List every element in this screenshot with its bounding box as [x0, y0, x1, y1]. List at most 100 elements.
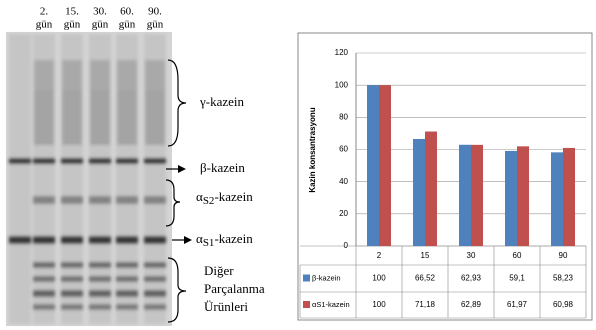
gel-band — [9, 236, 31, 244]
value-label: 66,52 — [415, 274, 436, 283]
text: -kazein — [214, 189, 253, 204]
bar — [367, 85, 379, 247]
greek: α — [196, 189, 203, 204]
legend-label: β-kazein — [312, 273, 341, 282]
gel-smear — [90, 90, 110, 145]
annotations — [165, 59, 187, 323]
lane-unit: gün — [119, 19, 136, 31]
lane-number: 60. — [120, 6, 134, 18]
lane-unit: gün — [36, 19, 53, 31]
gel-band — [89, 276, 111, 282]
gel-band — [144, 262, 166, 268]
value-label: 59,1 — [509, 274, 525, 283]
gel-smear — [117, 60, 137, 90]
gel-band — [116, 262, 138, 268]
gel-smear — [34, 90, 54, 145]
y-tick-label: 100 — [335, 80, 349, 89]
gel-band — [61, 158, 83, 164]
brace — [167, 59, 187, 147]
gel-band — [89, 236, 111, 244]
gel-smear — [145, 90, 165, 145]
gel-band — [61, 304, 83, 310]
arrow-head — [184, 236, 192, 244]
text: -kazein — [214, 231, 253, 246]
greek: α — [196, 231, 203, 246]
gel-band — [144, 236, 166, 244]
gel-band — [116, 196, 138, 204]
band-label: Diğer — [204, 263, 234, 278]
gel-smear — [90, 60, 110, 90]
gel-band — [61, 236, 83, 244]
gel-band — [144, 304, 166, 310]
bar — [413, 139, 425, 246]
value-label: 60,98 — [553, 300, 574, 309]
gel-band — [61, 290, 83, 297]
bar — [551, 152, 563, 246]
lane-unit: gün — [147, 19, 164, 31]
x-tick-label: 30 — [467, 251, 476, 260]
bar — [505, 150, 517, 246]
chart-frame — [297, 32, 593, 321]
bar — [563, 147, 575, 246]
x-tick-label: 90 — [559, 251, 568, 260]
gel-band — [89, 262, 111, 268]
y-tick-label: 120 — [335, 48, 349, 57]
y-tick-label: 20 — [339, 209, 348, 218]
gel-band — [9, 158, 31, 164]
gel-band — [89, 304, 111, 310]
lane-number: 30. — [93, 6, 107, 18]
gel-smear — [62, 60, 82, 90]
gel-band — [89, 290, 111, 297]
value-label: 62,93 — [461, 274, 482, 283]
y-axis-title: Kazin konsantrasyonu — [308, 107, 317, 192]
brace — [165, 179, 181, 227]
gel-smear — [145, 60, 165, 90]
gel-band — [144, 276, 166, 282]
gel-band — [33, 304, 55, 310]
bar — [379, 85, 391, 247]
gel-band — [144, 158, 166, 164]
band-label: Ürünleri — [204, 299, 248, 314]
gel-smear — [34, 60, 54, 90]
sub: S2 — [203, 195, 215, 207]
x-tick-label: 60 — [513, 251, 522, 260]
gel-band — [116, 304, 138, 310]
value-label: 71,18 — [415, 300, 436, 309]
lane-unit: gün — [64, 19, 81, 31]
gel-smear — [62, 90, 82, 145]
x-tick-label: 2 — [377, 251, 382, 260]
legend-marker — [303, 274, 310, 282]
gel-lane — [9, 34, 31, 324]
value-label: 61,97 — [507, 300, 528, 309]
value-label: 58,23 — [553, 274, 574, 283]
gel-band — [61, 262, 83, 268]
gel-band — [33, 290, 55, 297]
gel-band — [144, 196, 166, 204]
gel-band — [116, 290, 138, 297]
arrow-head — [178, 165, 186, 173]
gel-band — [33, 262, 55, 268]
gel-band — [33, 158, 55, 164]
value-label: 100 — [372, 274, 386, 283]
gel-band — [116, 236, 138, 244]
bar — [471, 144, 483, 246]
legend-marker — [303, 301, 310, 308]
band-label: αS1-kazein — [196, 231, 253, 249]
gel-band — [33, 236, 55, 244]
lane-number: 2. — [40, 6, 49, 18]
gel-band — [89, 158, 111, 164]
gel-band — [116, 276, 138, 282]
gel-smear — [117, 90, 137, 145]
gel-band — [89, 196, 111, 204]
lane-unit: gün — [92, 19, 109, 31]
gel-band — [116, 158, 138, 164]
band-label: αS2-kazein — [196, 189, 253, 207]
bar — [459, 144, 471, 246]
gel-band — [144, 290, 166, 297]
band-label: γ-kazein — [199, 94, 244, 109]
gel-bands — [9, 34, 166, 324]
gel-band — [61, 276, 83, 282]
gel-band — [33, 196, 55, 204]
value-label: 62,89 — [461, 300, 482, 309]
